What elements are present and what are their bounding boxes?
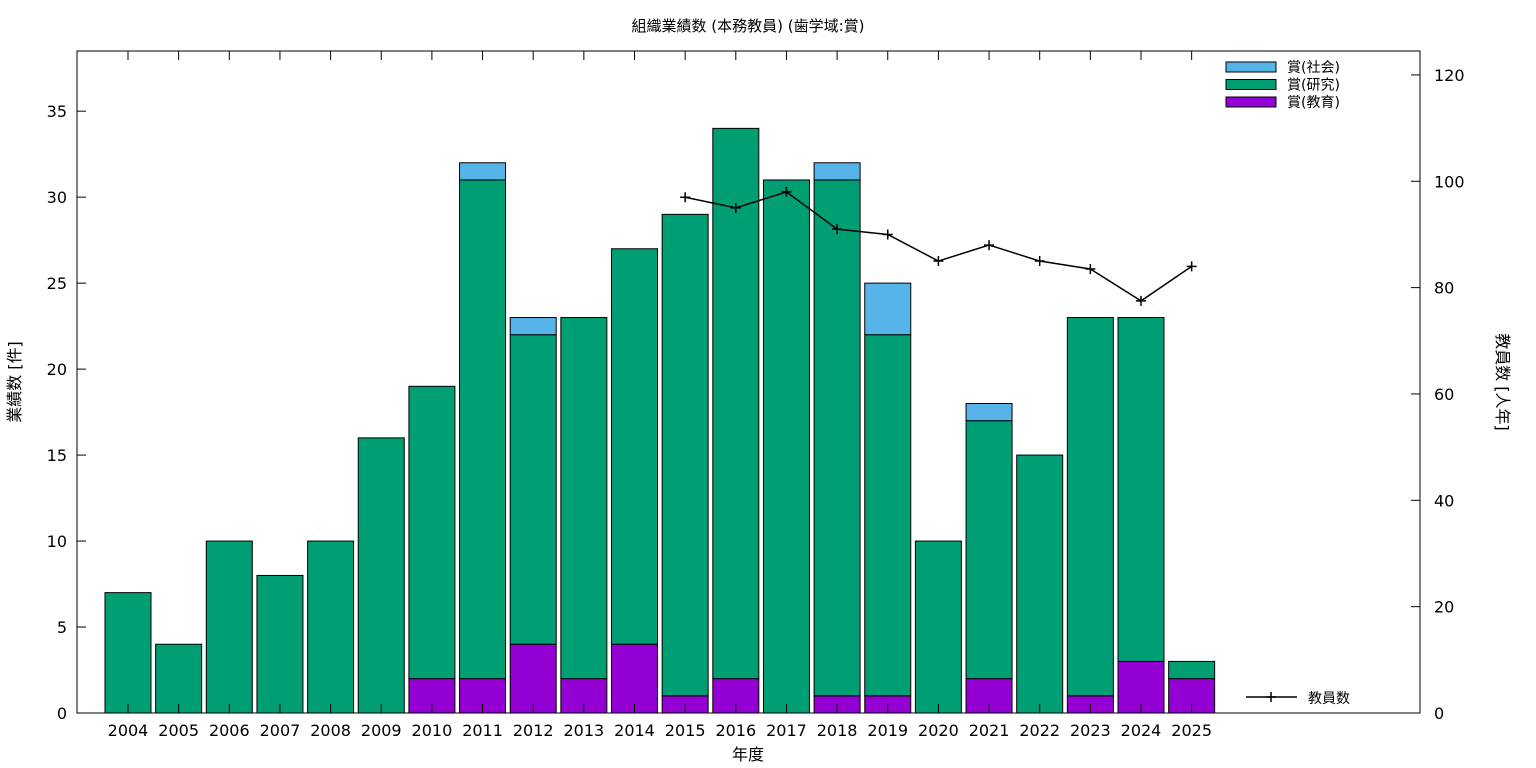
- y2-tick-label: 100: [1434, 172, 1465, 191]
- x-tick-label: 2015: [665, 721, 706, 740]
- bar-2010-賞(研究): [408, 385, 456, 680]
- y-tick-label: 30: [47, 188, 67, 207]
- bar-2019-賞(研究): [864, 334, 912, 697]
- faculty-point-2020: [933, 256, 944, 267]
- y-tick-label: 5: [57, 618, 67, 637]
- x-tick-label: 2006: [209, 721, 250, 740]
- x-tick-label: 2017: [766, 721, 807, 740]
- faculty-point-2015: [680, 192, 691, 203]
- x-tick-label: 2016: [715, 721, 756, 740]
- bar-2012-賞(研究): [509, 334, 557, 645]
- bar-2017-賞(研究): [762, 179, 810, 714]
- bar-2014-賞(研究): [611, 248, 658, 645]
- y-tick-label: 10: [47, 532, 67, 551]
- legend-swatch-賞(教育): [1225, 96, 1277, 108]
- y2-tick-label: 120: [1434, 66, 1465, 85]
- legend-line-marker: [1266, 692, 1276, 702]
- y-tick-label: 35: [47, 102, 67, 121]
- y-tick-label: 20: [47, 360, 67, 379]
- legend-label-faculty: 教員数: [1308, 691, 1350, 707]
- bar-2004-賞(研究): [104, 592, 152, 714]
- bar-2009-賞(研究): [357, 437, 405, 714]
- faculty-point-2019: [882, 229, 893, 240]
- y2-tick-label: 60: [1434, 385, 1454, 404]
- legend-swatch-賞(社会): [1225, 61, 1277, 73]
- x-tick-label: 2010: [412, 721, 453, 740]
- bars: [104, 127, 1216, 714]
- faculty-line: [680, 186, 1197, 306]
- bar-2018-賞(研究): [813, 179, 861, 697]
- bar-2016-賞(研究): [712, 127, 760, 680]
- y2-tick-label: 40: [1434, 491, 1454, 510]
- faculty-point-2022: [1034, 256, 1045, 267]
- x-tick-label: 2022: [1019, 721, 1060, 740]
- faculty-point-2017: [781, 186, 792, 197]
- faculty-point-2024: [1136, 295, 1146, 306]
- bar-2018-賞(社会): [813, 162, 861, 181]
- faculty-line-path: [684, 191, 1193, 302]
- x-tick-label: 2020: [918, 721, 959, 740]
- y2-axis-title: 教員数 [人年]: [1493, 333, 1512, 431]
- bar-2011-賞(研究): [459, 179, 507, 680]
- bar-2021-賞(社会): [965, 402, 1013, 422]
- faculty-point-2016: [730, 202, 741, 213]
- bar-2020-賞(研究): [914, 540, 962, 714]
- bar-2012-賞(社会): [509, 317, 557, 336]
- y2-tick-label: 20: [1434, 598, 1454, 617]
- bar-2014-賞(教育): [611, 643, 658, 714]
- x-tick-label: 2021: [969, 721, 1010, 740]
- legend-label-賞(研究): 賞(研究): [1287, 78, 1340, 94]
- x-tick-label: 2007: [260, 721, 301, 740]
- y-tick-label: 25: [47, 274, 67, 293]
- y-axis-title: 業績数 [件]: [5, 341, 24, 423]
- bar-2022-賞(研究): [1016, 454, 1064, 714]
- x-tick-label: 2025: [1171, 721, 1212, 740]
- chart-title: 組織業績数 (本務教員) (歯学域:賞): [632, 17, 865, 35]
- x-tick-label: 2024: [1121, 721, 1162, 740]
- y-tick-label: 0: [57, 704, 67, 723]
- bar-2024-賞(研究): [1117, 317, 1165, 662]
- x-tick-label: 2011: [462, 721, 503, 740]
- x-tick-label: 2013: [563, 721, 604, 740]
- legend: 賞(社会) 賞(研究)賞(教育) 教員数: [1225, 60, 1350, 707]
- bar-2015-賞(研究): [661, 213, 709, 697]
- faculty-point-2025: [1186, 261, 1197, 272]
- legend-swatch-賞(研究): [1225, 79, 1277, 90]
- bar-2019-賞(社会): [864, 282, 912, 336]
- x-tick-label: 2023: [1070, 721, 1111, 740]
- x-tick-label: 2018: [817, 721, 858, 740]
- x-tick-label: 2019: [867, 721, 908, 740]
- x-tick-label: 2009: [361, 721, 402, 740]
- x-tick-label: 2014: [614, 721, 655, 740]
- bar-2012-賞(教育): [509, 643, 557, 714]
- bar-2023-賞(研究): [1066, 317, 1114, 697]
- legend-label-賞(社会): 賞(社会): [1287, 60, 1340, 76]
- bar-2013-賞(研究): [560, 317, 608, 680]
- x-tick-label: 2012: [513, 721, 554, 740]
- x-tick-label: 2004: [108, 721, 149, 740]
- faculty-point-2018: [832, 224, 843, 235]
- bar-2008-賞(研究): [307, 540, 355, 714]
- y2-tick-label: 80: [1434, 279, 1454, 298]
- y-tick-label: 15: [47, 446, 67, 465]
- bar-2007-賞(研究): [256, 574, 304, 714]
- bar-2011-賞(社会): [459, 162, 507, 181]
- x-axis-title: 年度: [732, 745, 764, 764]
- bar-2006-賞(研究): [205, 540, 253, 714]
- bar-2025-賞(研究): [1168, 660, 1216, 680]
- x-tick-label: 2008: [310, 721, 351, 740]
- bar-2021-賞(研究): [965, 420, 1013, 680]
- faculty-point-2023: [1085, 264, 1096, 275]
- bar-2005-賞(研究): [155, 643, 203, 714]
- x-tick-label: 2005: [158, 721, 199, 740]
- y2-tick-label: 0: [1434, 704, 1444, 723]
- legend-label-賞(教育): 賞(教育): [1287, 95, 1340, 111]
- faculty-point-2021: [984, 240, 995, 251]
